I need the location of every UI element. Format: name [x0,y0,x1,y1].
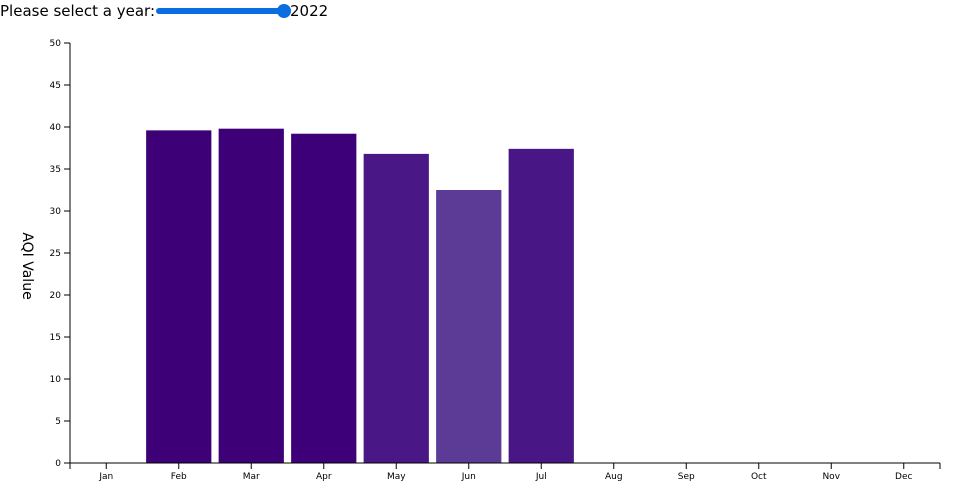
bar-jun [436,190,502,463]
x-tick-label: Apr [316,472,332,482]
y-tick-label: 20 [50,291,62,301]
y-tick-label: 35 [50,165,61,175]
y-tick-label: 30 [50,207,62,217]
x-tick-label: May [387,472,406,482]
y-tick-label: 40 [50,123,62,133]
y-tick-label: 15 [50,333,61,343]
bar-may [363,153,429,463]
x-tick-label: Dec [895,472,912,482]
x-tick-label: Feb [171,472,187,482]
y-tick-label: 10 [50,375,62,385]
y-axis: 0 5 10 15 20 25 30 35 40 45 50 [50,39,71,469]
x-tick-label: Sep [678,472,695,482]
year-select-label: Please select a year: [0,2,155,20]
year-slider[interactable] [156,4,291,18]
x-tick-label: Jan [98,472,113,482]
x-tick-label: Jun [461,472,476,482]
x-tick-label: Aug [605,472,623,482]
x-axis: Jan Feb Mar Apr May Jun Jul Aug Sep Oct Nov Dec [69,462,941,482]
year-controls: Please select a year: 2022 [0,0,400,24]
y-tick-label: 25 [50,249,61,259]
year-slider-thumb[interactable] [277,4,291,18]
bar-mar [218,128,284,463]
year-slider-fill [156,8,284,14]
y-tick-label: 0 [55,459,61,469]
x-tick-label: Nov [822,472,840,482]
bar-feb [146,130,212,464]
bars [146,128,574,464]
y-tick-label: 50 [50,39,62,49]
selected-year-value: 2022 [290,2,329,20]
x-tick-label: Jul [535,472,547,482]
bar-apr [291,133,357,463]
x-tick-label: Mar [243,472,260,482]
y-axis-label: AQI Value [19,232,35,299]
x-tick-label: Oct [751,472,767,482]
bar-jul [508,148,574,463]
y-tick-label: 45 [50,81,61,91]
y-tick-label: 5 [55,417,61,427]
